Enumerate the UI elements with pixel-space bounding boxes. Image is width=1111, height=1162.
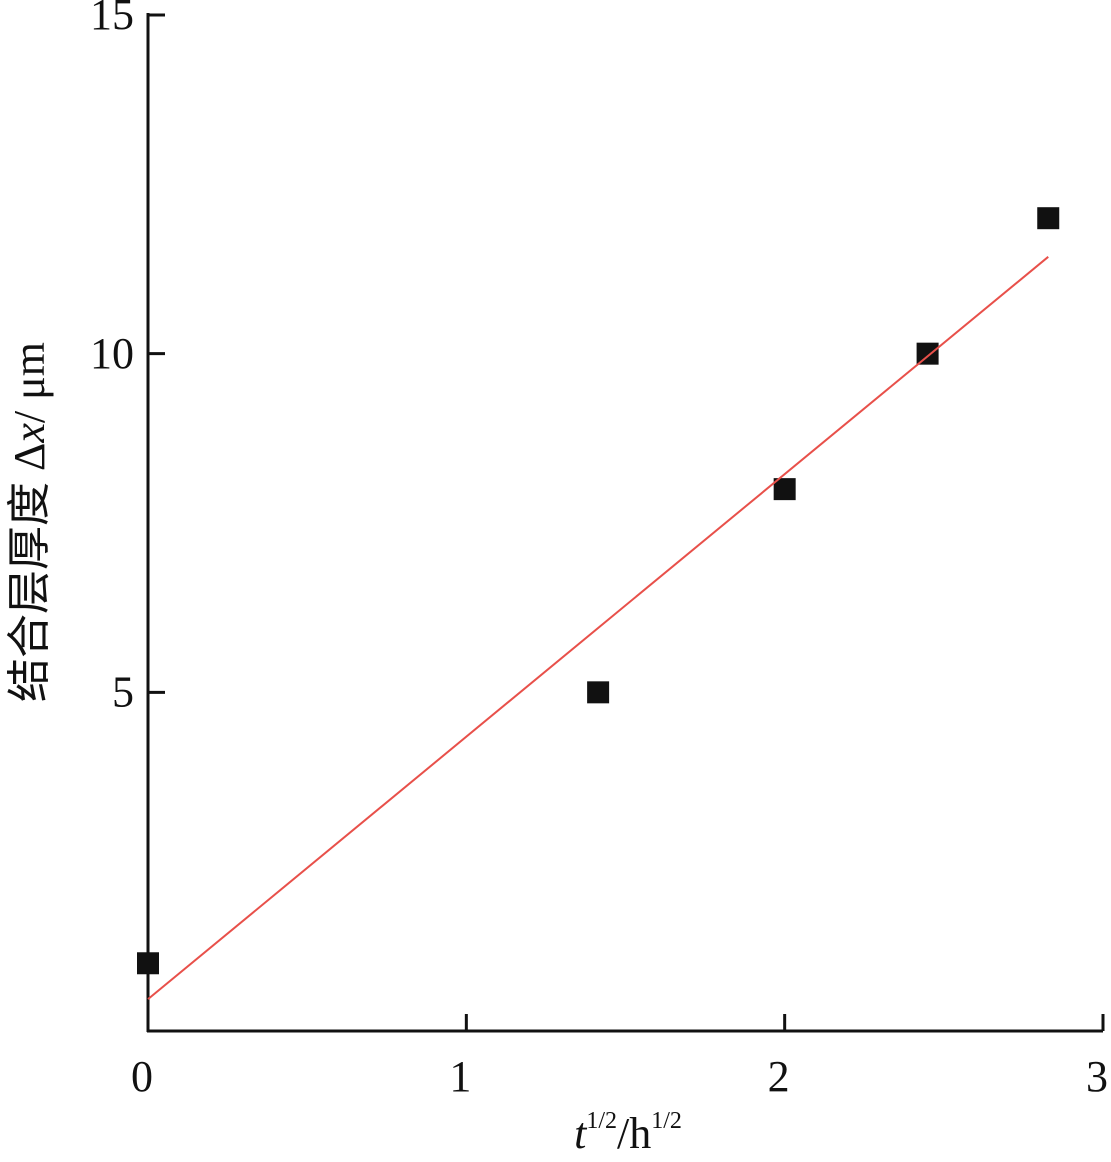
- marker: [587, 681, 610, 704]
- x-label-part: /h: [617, 1109, 651, 1158]
- marker: [773, 478, 796, 501]
- y-tick-label: 10: [90, 329, 134, 378]
- x-axis-label: t1/2/h1/2: [574, 1108, 682, 1159]
- x-label-part: 1/2: [651, 1108, 682, 1134]
- x-label-part: t: [574, 1109, 588, 1158]
- x-tick-label: 3: [1086, 1052, 1108, 1101]
- marker: [1037, 207, 1060, 230]
- x-tick-label: 1: [449, 1052, 471, 1101]
- y-tick-label: 5: [112, 667, 134, 716]
- marker: [916, 342, 939, 365]
- y-label-part: x: [5, 423, 54, 444]
- y-label-part: 结合层厚度 Δ: [5, 443, 54, 702]
- y-label-part: / μm: [5, 342, 54, 423]
- x-tick-label: 2: [768, 1052, 790, 1101]
- y-axis-label: 结合层厚度 Δx/ μm: [5, 342, 54, 702]
- x-label-part: 1/2: [586, 1108, 617, 1134]
- y-tick-label: 15: [90, 0, 134, 39]
- marker: [137, 952, 159, 975]
- fit-line: [147, 256, 1049, 1000]
- x-tick-label: 0: [131, 1052, 153, 1101]
